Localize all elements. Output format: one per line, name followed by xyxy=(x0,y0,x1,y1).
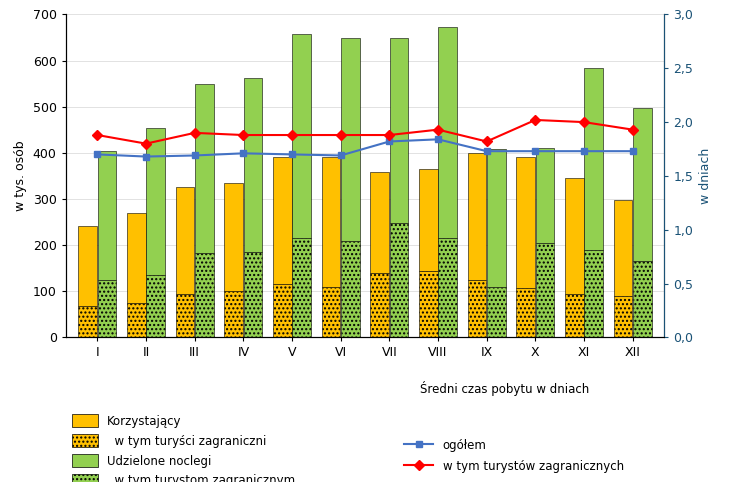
Bar xyxy=(487,149,506,287)
Bar xyxy=(244,252,262,337)
Bar xyxy=(322,158,340,287)
Bar xyxy=(419,169,437,270)
Bar xyxy=(487,287,506,337)
Bar xyxy=(439,27,457,238)
Bar xyxy=(614,200,632,296)
Bar xyxy=(633,261,652,337)
Bar xyxy=(439,238,457,337)
Bar xyxy=(322,287,340,337)
Bar xyxy=(195,84,214,253)
Bar xyxy=(244,78,262,252)
Y-axis label: w dniach: w dniach xyxy=(699,148,712,204)
Bar xyxy=(585,250,603,337)
Bar xyxy=(147,275,165,337)
Bar xyxy=(147,128,165,275)
Bar xyxy=(468,280,486,337)
Bar xyxy=(127,303,145,337)
Bar xyxy=(176,187,194,294)
Bar xyxy=(195,253,214,337)
Bar xyxy=(341,38,360,241)
Bar xyxy=(224,183,243,291)
Y-axis label: w tys. osób: w tys. osób xyxy=(14,141,27,211)
Bar xyxy=(127,213,145,303)
Bar xyxy=(516,288,535,337)
Bar xyxy=(224,291,243,337)
Bar xyxy=(633,107,652,261)
Bar xyxy=(516,158,535,288)
Bar xyxy=(614,296,632,337)
Bar xyxy=(78,306,97,337)
Bar xyxy=(176,294,194,337)
Bar xyxy=(293,238,311,337)
Bar xyxy=(585,67,603,250)
Bar xyxy=(273,158,291,284)
Bar xyxy=(98,151,116,280)
Bar xyxy=(273,284,291,337)
Bar xyxy=(341,241,360,337)
Text: Średni czas pobytu w dniach: Średni czas pobytu w dniach xyxy=(420,380,589,396)
Bar xyxy=(536,148,554,243)
Bar xyxy=(390,38,408,224)
Bar xyxy=(536,243,554,337)
Bar xyxy=(565,294,583,337)
Bar xyxy=(78,226,97,306)
Bar xyxy=(370,273,389,337)
Bar xyxy=(98,280,116,337)
Bar xyxy=(468,153,486,280)
Bar xyxy=(370,172,389,273)
Bar xyxy=(419,270,437,337)
Legend: ogółem, w tym turystów zagranicznych: ogółem, w tym turystów zagranicznych xyxy=(404,439,624,473)
Bar xyxy=(390,224,408,337)
Bar xyxy=(565,178,583,294)
Bar xyxy=(293,34,311,238)
